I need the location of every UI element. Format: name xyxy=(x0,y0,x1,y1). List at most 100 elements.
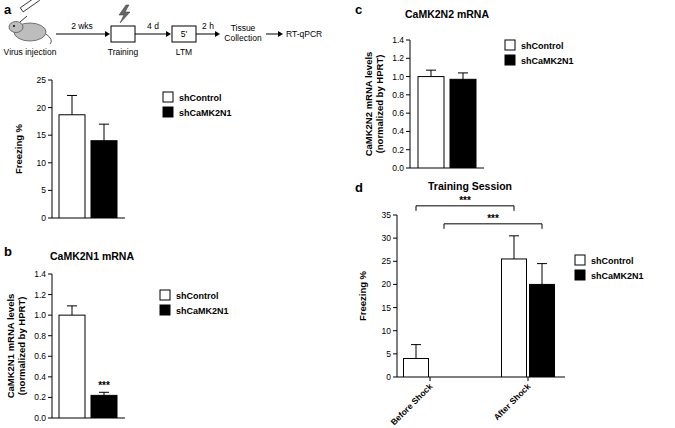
y-tick-label: 0 xyxy=(41,213,46,223)
arrow-head xyxy=(166,31,171,37)
y-tick-label: 0.6 xyxy=(34,351,46,361)
mouse-head xyxy=(9,22,23,33)
y-tick xyxy=(48,162,52,163)
y-tick-label: 1.2 xyxy=(392,53,404,63)
y-tick xyxy=(48,376,52,377)
legend-label: shControl xyxy=(591,256,634,266)
legend: shControl shCaMK2N1 xyxy=(505,40,574,66)
y-tick xyxy=(48,397,52,398)
significance-label: *** xyxy=(459,195,471,206)
y-tick xyxy=(48,294,52,295)
error-bar xyxy=(99,392,109,395)
y-axis xyxy=(410,40,411,168)
y-tick xyxy=(406,76,410,77)
legend-label: shControl xyxy=(521,41,564,51)
y-tick xyxy=(406,113,410,114)
y-tick xyxy=(48,315,52,316)
y-tick xyxy=(393,307,397,308)
legend: shControlshCaMK2N1 xyxy=(575,255,644,281)
y-tick-label: 1.0 xyxy=(34,310,46,320)
y-axis-label-line: (normalized by HPRT) xyxy=(16,297,27,396)
interval-label: 2 wks xyxy=(71,21,93,31)
error-cap xyxy=(426,70,436,71)
interval-label: 2 h xyxy=(202,21,214,31)
training-box xyxy=(111,26,135,42)
schematic-label-line: Collection xyxy=(224,33,262,43)
y-tick xyxy=(393,353,397,354)
schematic-label: TissueCollection xyxy=(224,23,262,43)
x-tick xyxy=(528,377,529,381)
chart-title: Training Session xyxy=(428,180,512,192)
chart-b: b CaMK2N1 mRNA CaMK2N1 mRNA levels(normali… xyxy=(4,244,229,423)
y-tick-label: 15 xyxy=(382,303,392,313)
mouse-tail xyxy=(46,34,51,44)
chart-d: dTraining SessionFreezing %0510152025303… xyxy=(355,180,644,427)
bars xyxy=(59,306,117,418)
arrow-head xyxy=(215,31,220,37)
error-bar xyxy=(411,345,421,359)
error-bar xyxy=(67,306,77,315)
bar xyxy=(502,259,527,377)
panel-label: b xyxy=(4,244,12,259)
legend-swatch xyxy=(163,92,173,102)
y-tick-label: 10 xyxy=(37,158,47,168)
chart-a: aFreezing %0510152025shControlshCaMK2N1 xyxy=(4,2,232,223)
y-tick-label: 1.2 xyxy=(34,290,46,300)
bar xyxy=(59,315,85,418)
arrow xyxy=(135,34,167,35)
syringe xyxy=(20,0,39,12)
error-bar xyxy=(458,73,468,79)
legend-label: shCaMK2N1 xyxy=(176,306,229,316)
legend-label: shControl xyxy=(179,93,222,103)
bar xyxy=(418,77,444,168)
y-tick xyxy=(406,168,410,169)
y-axis-label-line: Freezing % xyxy=(357,270,368,321)
y-tick xyxy=(48,218,52,219)
error-cap xyxy=(537,263,547,264)
y-axis-label-line: (normalized by HPRT) xyxy=(374,55,385,154)
arrow xyxy=(56,34,106,35)
error-bar xyxy=(67,95,77,114)
y-tick xyxy=(393,261,397,262)
legend-label: shCaMK2N1 xyxy=(521,56,574,66)
y-tick-label: 10 xyxy=(382,326,392,336)
y-axis xyxy=(397,215,398,377)
error-cap xyxy=(411,344,421,345)
y-tick-label: 35 xyxy=(382,210,392,220)
error-cap xyxy=(458,72,468,73)
y-tick xyxy=(406,40,410,41)
error-bar xyxy=(509,236,519,259)
chart-title: CaMK2N1 mRNA xyxy=(50,250,134,262)
error-line xyxy=(72,95,73,114)
mouse-eye xyxy=(13,25,15,27)
y-tick-label: 0.8 xyxy=(392,90,404,100)
y-tick xyxy=(406,94,410,95)
y-tick-label: 25 xyxy=(382,256,392,266)
bar xyxy=(432,377,457,378)
y-axis-label-line: CaMK2N2 mRNA levels xyxy=(363,52,374,157)
y-axis xyxy=(52,274,53,418)
error-line xyxy=(72,306,73,315)
y-tick xyxy=(48,190,52,191)
bar xyxy=(450,79,476,168)
y-tick xyxy=(406,149,410,150)
bar xyxy=(91,141,117,218)
y-tick xyxy=(393,284,397,285)
legend-swatch xyxy=(575,270,585,280)
y-tick-label: 30 xyxy=(382,233,392,243)
error-line xyxy=(463,73,464,79)
x-tick-label: After Shock xyxy=(492,381,533,422)
y-axis-label-line: CaMK2N1 mRNA levels xyxy=(5,294,16,399)
y-tick-label: 0.6 xyxy=(392,108,404,118)
y-tick-label: 20 xyxy=(382,279,392,289)
y-tick xyxy=(393,377,397,378)
y-tick-label: 1.4 xyxy=(392,35,404,45)
shock-icon xyxy=(119,5,130,23)
error-cap xyxy=(67,305,77,306)
interval-label: 4 d xyxy=(147,21,159,31)
significance-bracket xyxy=(416,206,514,211)
y-tick-label: 0.4 xyxy=(392,126,404,136)
x-tick xyxy=(430,377,431,381)
y-tick-label: 25 xyxy=(37,75,47,85)
y-tick-label: 0.0 xyxy=(392,163,404,173)
